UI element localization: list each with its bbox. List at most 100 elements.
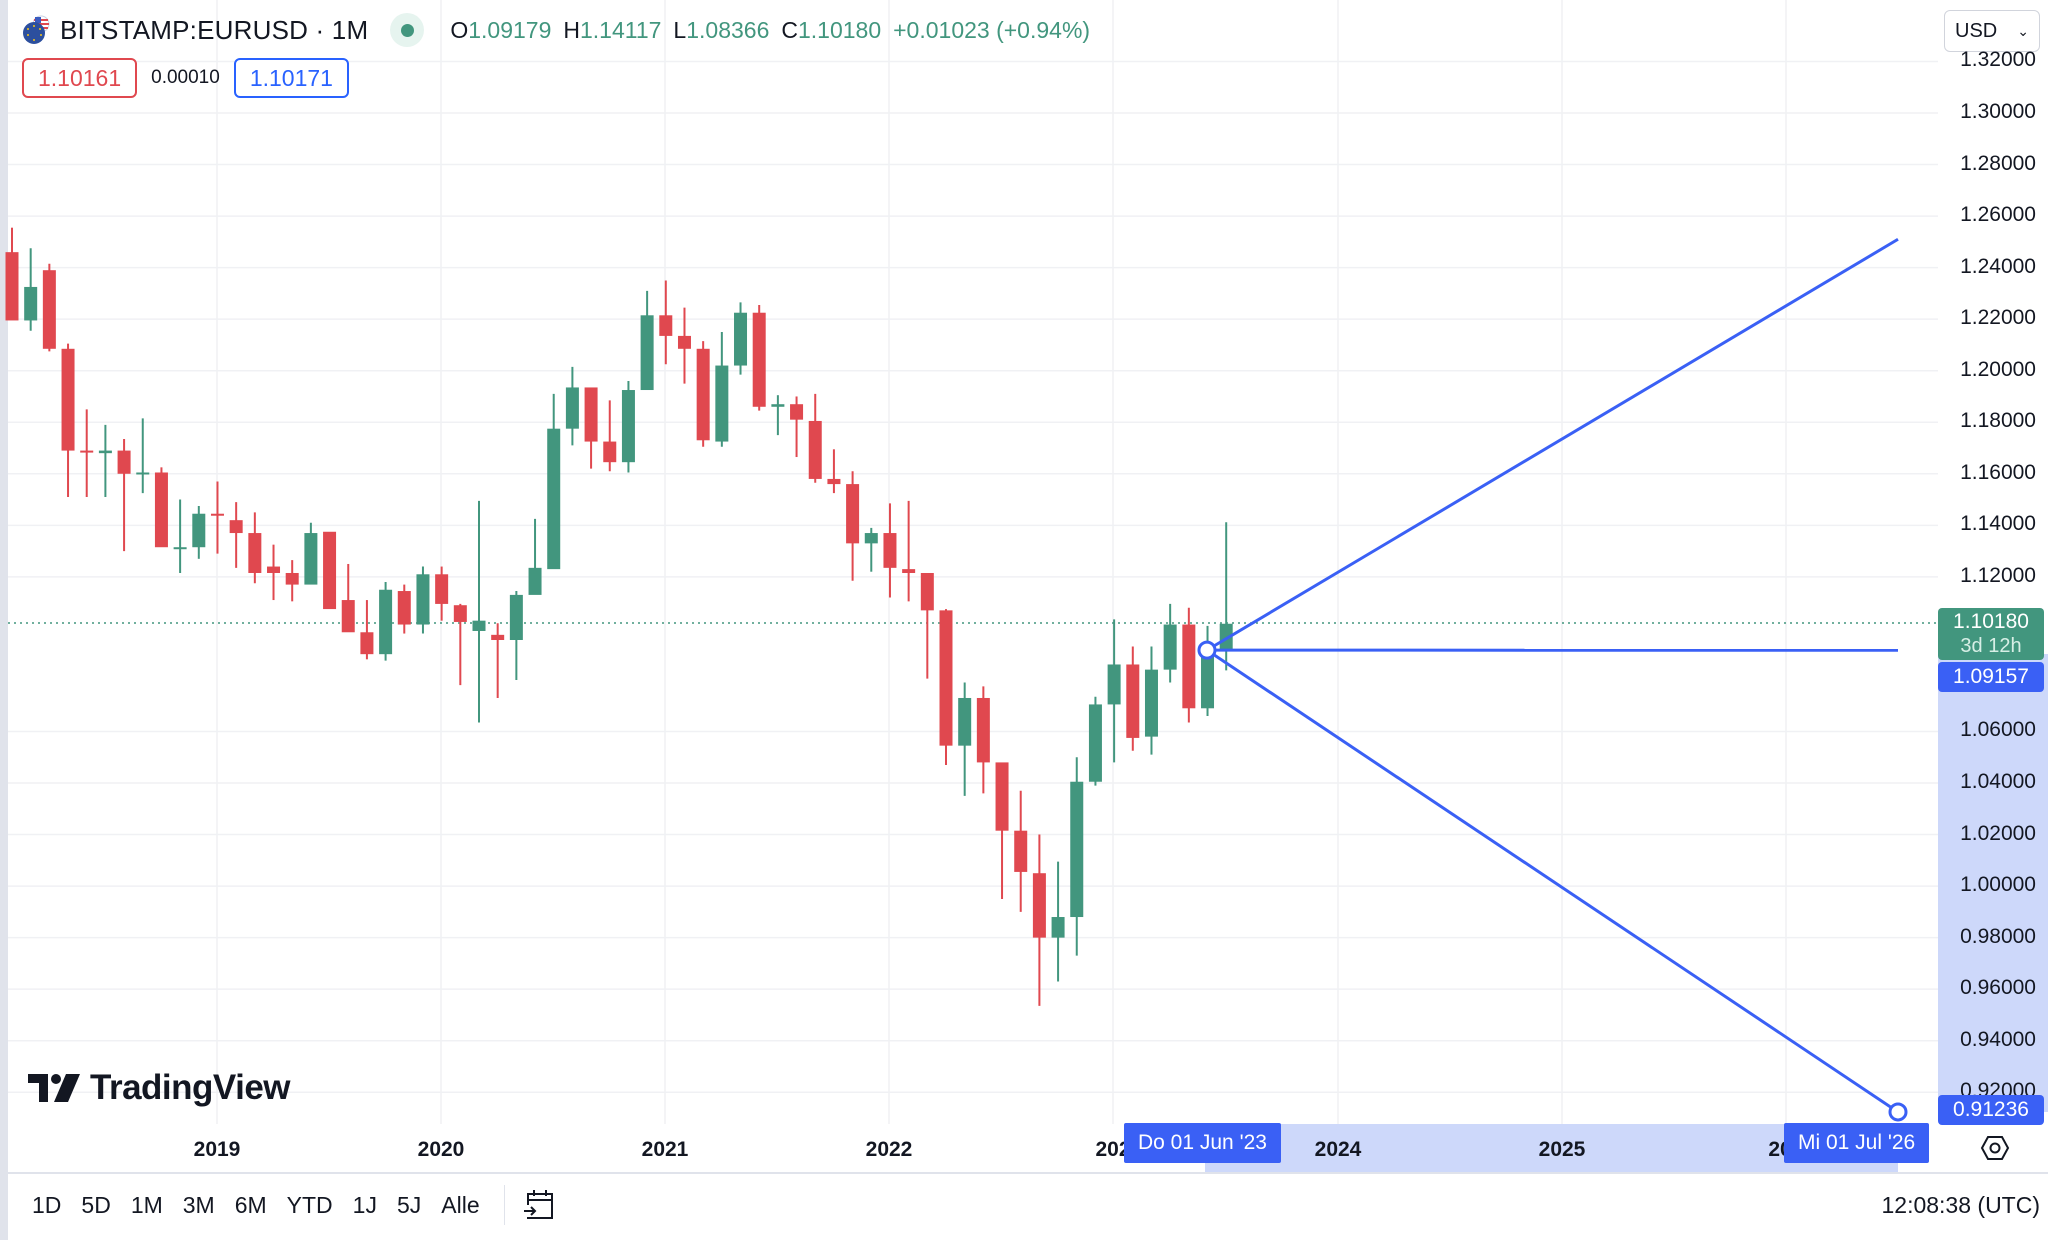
candle — [864, 527, 878, 572]
candle — [397, 584, 411, 634]
price-tick-label: 1.32000 — [1960, 48, 2036, 72]
candle — [771, 395, 785, 436]
fan-line-lower[interactable] — [1206, 648, 1899, 1114]
candle — [304, 522, 318, 585]
ohlc-values: O1.09179 H1.14117 L1.08366 C1.10180 +0.0… — [450, 17, 1090, 44]
candle — [1070, 757, 1084, 956]
candle — [734, 302, 748, 375]
symbol-title[interactable]: BITSTAMP:EURUSD · 1M — [60, 14, 369, 45]
candle — [603, 400, 617, 472]
symbol-legend: BITSTAMP:EURUSD · 1M O1.09179 H1.14117 L… — [22, 12, 1090, 48]
range-1y-button[interactable]: 1J — [352, 1191, 377, 1218]
range-all-button[interactable]: Alle — [441, 1191, 480, 1218]
time-label: 2019 — [193, 1138, 241, 1161]
candle — [61, 343, 75, 497]
price-tick-label: 1.26000 — [1960, 203, 2036, 227]
candle — [565, 366, 579, 446]
price-tick-label: 1.30000 — [1960, 100, 2036, 123]
candle — [528, 518, 542, 595]
tradingview-logo[interactable]: TradingView — [28, 1068, 291, 1108]
range-ytd-button[interactable]: YTD — [286, 1191, 333, 1218]
candle — [416, 566, 430, 634]
go-to-date-icon[interactable] — [521, 1187, 557, 1223]
grid-lines — [8, 0, 1938, 1124]
drawing-end-handle[interactable] — [1888, 1102, 1908, 1122]
time-label: 2024 — [1314, 1138, 1362, 1161]
candle — [323, 531, 337, 610]
price-tick-label: 1.22000 — [1960, 306, 2036, 330]
candle — [958, 682, 972, 796]
candle — [1144, 646, 1158, 755]
time-label: 2021 — [641, 1138, 689, 1161]
candle — [491, 623, 505, 698]
candle — [98, 424, 112, 497]
last-price-badge: 1.10180 3d 12h — [1938, 608, 2044, 660]
candle — [640, 290, 654, 391]
status-dot-icon — [400, 23, 414, 37]
fan-line-upper[interactable] — [1206, 237, 1899, 652]
last-price-value: 1.10180 — [1953, 610, 2029, 633]
range-3m-button[interactable]: 3M — [182, 1191, 215, 1218]
logo-text: TradingView — [90, 1068, 291, 1107]
high-label: H — [563, 16, 580, 43]
close-label: C — [781, 16, 798, 43]
drawing-anchor-handle[interactable] — [1197, 640, 1217, 660]
range-5d-button[interactable]: 5D — [81, 1191, 111, 1218]
candle — [117, 438, 131, 552]
currency-value: USD — [1955, 19, 1998, 42]
trend-fan-drawing — [1197, 237, 1908, 1122]
candle — [939, 609, 953, 765]
bar-countdown: 3d 12h — [1960, 635, 2022, 657]
candle — [808, 393, 822, 483]
candle — [1219, 522, 1233, 671]
candle — [80, 409, 94, 497]
candle — [1163, 603, 1177, 683]
range-5y-button[interactable]: 5J — [396, 1191, 422, 1218]
quote-row: 1.10161 0.00010 1.10171 — [22, 58, 349, 98]
candle — [920, 572, 934, 679]
axis-settings-icon[interactable] — [1980, 1133, 2010, 1163]
candle — [1107, 619, 1121, 763]
candle — [24, 248, 38, 331]
drawing-end-date-badge: Mi 01 Jul '26 — [1784, 1123, 1930, 1163]
price-range-highlight — [1938, 654, 2048, 1112]
candle — [192, 505, 206, 559]
price-tick-label: 0.94000 — [1960, 1027, 2036, 1051]
candle — [1201, 625, 1215, 717]
candle — [976, 686, 990, 794]
chevron-down-icon: ⌄ — [2017, 22, 2029, 39]
spread-value: 0.00010 — [151, 67, 220, 88]
candle — [173, 499, 187, 573]
candle — [1032, 834, 1046, 1006]
buy-button[interactable]: 1.10171 — [233, 58, 349, 98]
candle — [1182, 607, 1196, 723]
candle — [752, 304, 766, 411]
candle — [154, 467, 168, 548]
high-value: 1.14117 — [579, 16, 662, 43]
candle — [1126, 646, 1140, 751]
candle — [360, 600, 374, 660]
price-tick-label: 1.24000 — [1960, 254, 2036, 278]
range-6m-button[interactable]: 6M — [234, 1191, 267, 1218]
candle — [696, 341, 710, 447]
candle — [435, 566, 449, 621]
candle — [229, 502, 243, 568]
candle — [659, 280, 673, 365]
currency-select[interactable]: USD ⌄ — [1944, 10, 2040, 52]
price-tick-label: 0.98000 — [1960, 924, 2036, 948]
time-axis[interactable]: 2019 2020 2021 2022 202 2024 2025 20 — [8, 1130, 1938, 1170]
range-1d-button[interactable]: 1D — [32, 1191, 62, 1218]
utc-clock[interactable]: 12:08:38 (UTC) — [1881, 1191, 2040, 1218]
candle — [453, 603, 467, 686]
candle — [827, 449, 841, 494]
sell-button[interactable]: 1.10161 — [22, 58, 138, 98]
candle — [341, 563, 355, 633]
close-value: 1.10180 — [797, 16, 882, 43]
bottom-toolbar: 1D 5D 1M 3M 6M YTD 1J 5J Alle 12:08:38 (… — [8, 1172, 2048, 1236]
candle — [472, 500, 486, 723]
candle — [42, 263, 56, 352]
range-1m-button[interactable]: 1M — [130, 1191, 163, 1218]
candle — [715, 332, 729, 447]
